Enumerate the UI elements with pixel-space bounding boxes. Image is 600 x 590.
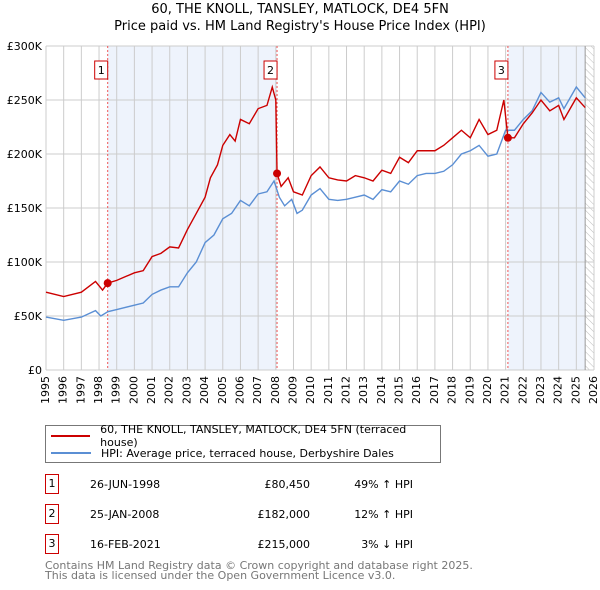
x-tick-label: 1996	[57, 376, 70, 404]
legend-item-property: 60, THE KNOLL, TANSLEY, MATLOCK, DE4 5FN…	[46, 423, 440, 449]
y-tick-label: £100K	[7, 256, 43, 269]
footer-copyright: Contains HM Land Registry data © Crown c…	[45, 559, 473, 572]
x-tick-label: 2008	[269, 376, 282, 404]
x-tick-label: 2020	[481, 376, 494, 404]
sale-number: 1	[45, 474, 59, 494]
y-tick-label: £150K	[7, 202, 43, 215]
sale-label-box	[263, 60, 278, 80]
x-tick-label: 2016	[410, 376, 423, 404]
y-tick-label: £50K	[14, 310, 43, 323]
legend-swatch	[51, 435, 91, 437]
sale-label-box	[494, 60, 509, 80]
x-tick-label: 2022	[516, 376, 529, 404]
sale-hpi-diff: 49% ↑ HPI	[354, 478, 413, 491]
x-tick-label: 2012	[340, 376, 353, 404]
sale-number: 2	[45, 504, 59, 524]
sale-price: £80,450	[264, 478, 311, 491]
x-tick-label: 1997	[74, 376, 87, 404]
legend-label: HPI: Average price, terraced house, Derb…	[101, 446, 394, 460]
sale-hpi-diff: 12% ↑ HPI	[354, 508, 413, 521]
sale-row: 1 26-JUN-1998 £80,450 49% ↑ HPI	[45, 474, 445, 494]
sale-row: 2 25-JAN-2008 £182,000 12% ↑ HPI	[45, 504, 445, 524]
footer-licence: This data is licensed under the Open Gov…	[45, 569, 396, 582]
x-tick-label: 2007	[251, 376, 264, 404]
sale-row: 3 16-FEB-2021 £215,000 3% ↓ HPI	[45, 534, 445, 554]
x-tick-label: 2013	[357, 376, 370, 404]
x-tick-label: 2014	[375, 376, 388, 404]
x-tick-label: 2021	[499, 376, 512, 404]
sale-price: £215,000	[257, 538, 311, 551]
sale-date: 25-JAN-2008	[90, 508, 160, 521]
sale-label-box	[94, 60, 109, 80]
x-tick-label: 2019	[463, 376, 476, 404]
y-tick-label: £200K	[7, 148, 43, 161]
x-tick-label: 2011	[322, 376, 335, 404]
legend-item-hpi: HPI: Average price, terraced house, Derb…	[46, 445, 394, 461]
x-tick-label: 1995	[39, 376, 52, 404]
line-chart: 1995 1996 1997 1998 1999 2000 2001 2002 2003 2004…	[7, 40, 600, 404]
sale-label: 1	[98, 64, 105, 77]
sale-price: £182,000	[257, 508, 311, 521]
x-tick-label: 2024	[552, 376, 565, 404]
sale-point	[503, 133, 512, 142]
x-tick-label: 2000	[127, 376, 140, 404]
x-tick-label: 1998	[92, 376, 105, 404]
x-tick-label: 2018	[446, 376, 459, 404]
x-tick-label: 1999	[110, 376, 123, 404]
x-tick-label: 2009	[286, 376, 299, 404]
legend-swatch	[51, 452, 91, 454]
series-line-hpi	[45, 85, 586, 322]
y-tick-label: £300K	[7, 40, 43, 53]
sale-point	[273, 169, 282, 178]
sale-point	[103, 279, 112, 288]
y-tick-label: £0	[28, 364, 42, 377]
sale-date: 16-FEB-2021	[90, 538, 161, 551]
x-tick-label: 2017	[428, 376, 441, 404]
legend: 60, THE KNOLL, TANSLEY, MATLOCK, DE4 5FN…	[45, 423, 441, 463]
x-tick-label: 2023	[534, 376, 547, 404]
legend-label: 60, THE KNOLL, TANSLEY, MATLOCK, DE4 5FN…	[100, 423, 407, 449]
series-line-property	[45, 84, 586, 298]
chart-title: 60, THE KNOLL, TANSLEY, MATLOCK, DE4 5FN	[151, 2, 449, 17]
x-tick-label: 2003	[180, 376, 193, 404]
x-tick-label: 2006	[233, 376, 246, 404]
x-tick-label: 2004	[198, 376, 211, 404]
x-tick-label: 2005	[216, 376, 229, 404]
sale-number: 3	[45, 534, 59, 554]
x-tick-label: 2001	[145, 376, 158, 404]
x-tick-label: 2010	[304, 376, 317, 404]
x-tick-label: 2002	[163, 376, 176, 404]
x-tick-label: 2015	[393, 376, 406, 404]
x-tick-label: 2025	[569, 376, 582, 404]
sale-hpi-diff: 3% ↓ HPI	[361, 538, 413, 551]
chart-subtitle: Price paid vs. HM Land Registry's House …	[114, 19, 486, 34]
sale-date: 26-JUN-1998	[90, 478, 161, 491]
y-tick-label: £250K	[7, 94, 43, 107]
x-tick-label: 2026	[587, 376, 600, 404]
sale-label: 2	[267, 64, 274, 77]
sale-label: 3	[498, 64, 505, 77]
